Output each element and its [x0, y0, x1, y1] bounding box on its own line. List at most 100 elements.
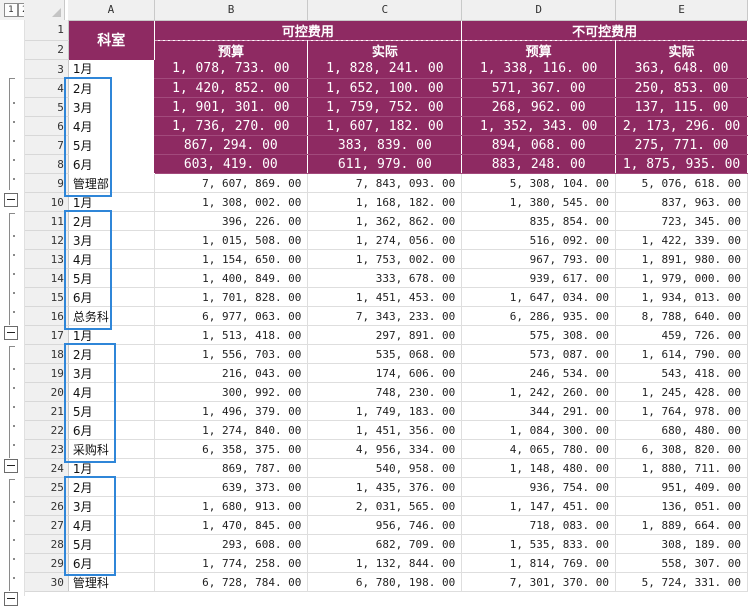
- cell-value[interactable]: 4, 956, 334. 00: [307, 439, 463, 459]
- cell-month[interactable]: 4月: [68, 382, 155, 402]
- row-header[interactable]: 7: [24, 135, 69, 155]
- cell-value[interactable]: 951, 409. 00: [615, 477, 748, 497]
- cell-department[interactable]: 采购科: [68, 439, 155, 459]
- cell-value[interactable]: 575, 308. 00: [461, 325, 617, 345]
- cell-value[interactable]: 1, 422, 339. 00: [615, 230, 748, 250]
- cell-value[interactable]: 5, 724, 331. 00: [615, 572, 748, 592]
- cell-value[interactable]: 2, 031, 565. 00: [307, 496, 463, 516]
- row-header[interactable]: 1: [24, 20, 69, 41]
- cell-month[interactable]: 1月: [68, 59, 155, 79]
- cell-value[interactable]: 894, 068. 00: [461, 135, 617, 155]
- cell-value[interactable]: 250, 853. 00: [615, 78, 748, 98]
- cell-month[interactable]: 2月: [68, 211, 155, 231]
- cell-value[interactable]: 1, 078, 733. 00: [154, 59, 309, 79]
- cell-value[interactable]: 1, 274, 056. 00: [307, 230, 463, 250]
- row-header[interactable]: 10: [24, 192, 69, 212]
- cell-value[interactable]: 1, 556, 703. 00: [154, 344, 309, 364]
- cell-value[interactable]: 748, 230. 00: [307, 382, 463, 402]
- cell-value[interactable]: 1, 147, 451. 00: [461, 496, 617, 516]
- cell-value[interactable]: 6, 728, 784. 00: [154, 572, 309, 592]
- cell-value[interactable]: 1, 274, 840. 00: [154, 420, 309, 440]
- cell-value[interactable]: 459, 726. 00: [615, 325, 748, 345]
- cell-value[interactable]: 571, 367. 00: [461, 78, 617, 98]
- cell-value[interactable]: 1, 607, 182. 00: [307, 116, 463, 136]
- row-header[interactable]: 26: [24, 496, 69, 516]
- cell-value[interactable]: 1, 245, 428. 00: [615, 382, 748, 402]
- row-header[interactable]: 28: [24, 534, 69, 554]
- cell-month[interactable]: 2月: [68, 344, 155, 364]
- column-header-b[interactable]: B: [154, 0, 309, 21]
- cell-value[interactable]: 1, 380, 545. 00: [461, 192, 617, 212]
- row-header[interactable]: 9: [24, 173, 69, 193]
- cell-value[interactable]: 5, 308, 104. 00: [461, 173, 617, 193]
- cell-value[interactable]: 718, 083. 00: [461, 515, 617, 535]
- cell-month[interactable]: 6月: [68, 287, 155, 307]
- cell-month[interactable]: 3月: [68, 230, 155, 250]
- row-header[interactable]: 20: [24, 382, 69, 402]
- cell-value[interactable]: 1, 891, 980. 00: [615, 249, 748, 269]
- row-header[interactable]: 27: [24, 515, 69, 535]
- row-header[interactable]: 22: [24, 420, 69, 440]
- cell-value[interactable]: 967, 793. 00: [461, 249, 617, 269]
- column-header-d[interactable]: D: [461, 0, 617, 21]
- cell-value[interactable]: 1, 496, 379. 00: [154, 401, 309, 421]
- cell-department[interactable]: 管理科: [68, 572, 155, 592]
- cell-value[interactable]: 6, 780, 198. 00: [307, 572, 463, 592]
- cell-month[interactable]: 2月: [68, 78, 155, 98]
- cell-value[interactable]: 1, 451, 453. 00: [307, 287, 463, 307]
- row-header[interactable]: 30: [24, 572, 69, 592]
- outline-level-1-button[interactable]: 1: [4, 3, 18, 17]
- cell-value[interactable]: 333, 678. 00: [307, 268, 463, 288]
- cell-month[interactable]: 3月: [68, 97, 155, 117]
- cell-value[interactable]: 1, 934, 013. 00: [615, 287, 748, 307]
- cell-value[interactable]: 7, 843, 093. 00: [307, 173, 463, 193]
- cell-value[interactable]: 1, 084, 300. 00: [461, 420, 617, 440]
- cell-value[interactable]: 1, 362, 862. 00: [307, 211, 463, 231]
- cell-month[interactable]: 3月: [68, 496, 155, 516]
- cell-month[interactable]: 6月: [68, 553, 155, 573]
- header-actual-controllable[interactable]: 实际: [307, 39, 463, 60]
- cell-value[interactable]: 1, 132, 844. 00: [307, 553, 463, 573]
- column-header-e[interactable]: E: [615, 0, 748, 21]
- cell-value[interactable]: 611, 979. 00: [307, 154, 463, 174]
- cell-month[interactable]: 4月: [68, 515, 155, 535]
- cell-value[interactable]: 7, 301, 370. 00: [461, 572, 617, 592]
- cell-value[interactable]: 639, 373. 00: [154, 477, 309, 497]
- cell-value[interactable]: 540, 958. 00: [307, 458, 463, 478]
- cell-value[interactable]: 603, 419. 00: [154, 154, 309, 174]
- cell-value[interactable]: 1, 736, 270. 00: [154, 116, 309, 136]
- row-header[interactable]: 21: [24, 401, 69, 421]
- header-keshi[interactable]: 科室: [68, 20, 155, 60]
- cell-value[interactable]: 936, 754. 00: [461, 477, 617, 497]
- cell-value[interactable]: 7, 607, 869. 00: [154, 173, 309, 193]
- row-header[interactable]: 24: [24, 458, 69, 478]
- cell-value[interactable]: 1, 753, 002. 00: [307, 249, 463, 269]
- cell-value[interactable]: 1, 901, 301. 00: [154, 97, 309, 117]
- collapse-group-button[interactable]: [4, 592, 18, 606]
- cell-value[interactable]: 1, 338, 116. 00: [461, 59, 617, 79]
- row-header[interactable]: 5: [24, 97, 69, 117]
- cell-value[interactable]: 1, 701, 828. 00: [154, 287, 309, 307]
- cell-value[interactable]: 396, 226. 00: [154, 211, 309, 231]
- cell-value[interactable]: 275, 771. 00: [615, 135, 748, 155]
- column-header-c[interactable]: C: [307, 0, 463, 21]
- cell-value[interactable]: 344, 291. 00: [461, 401, 617, 421]
- cell-value[interactable]: 1, 470, 845. 00: [154, 515, 309, 535]
- cell-value[interactable]: 1, 242, 260. 00: [461, 382, 617, 402]
- cell-value[interactable]: 6, 286, 935. 00: [461, 306, 617, 326]
- cell-value[interactable]: 1, 420, 852. 00: [154, 78, 309, 98]
- cell-department[interactable]: 总务科: [68, 306, 155, 326]
- cell-month[interactable]: 3月: [68, 363, 155, 383]
- cell-value[interactable]: 308, 189. 00: [615, 534, 748, 554]
- cell-value[interactable]: 363, 648. 00: [615, 59, 748, 79]
- cell-value[interactable]: 1, 513, 418. 00: [154, 325, 309, 345]
- cell-month[interactable]: 5月: [68, 135, 155, 155]
- cell-value[interactable]: 1, 308, 002. 00: [154, 192, 309, 212]
- cell-value[interactable]: 867, 294. 00: [154, 135, 309, 155]
- cell-value[interactable]: 558, 307. 00: [615, 553, 748, 573]
- cell-value[interactable]: 723, 345. 00: [615, 211, 748, 231]
- cell-value[interactable]: 1, 400, 849. 00: [154, 268, 309, 288]
- cell-month[interactable]: 5月: [68, 401, 155, 421]
- cell-value[interactable]: 939, 617. 00: [461, 268, 617, 288]
- cell-value[interactable]: 1, 168, 182. 00: [307, 192, 463, 212]
